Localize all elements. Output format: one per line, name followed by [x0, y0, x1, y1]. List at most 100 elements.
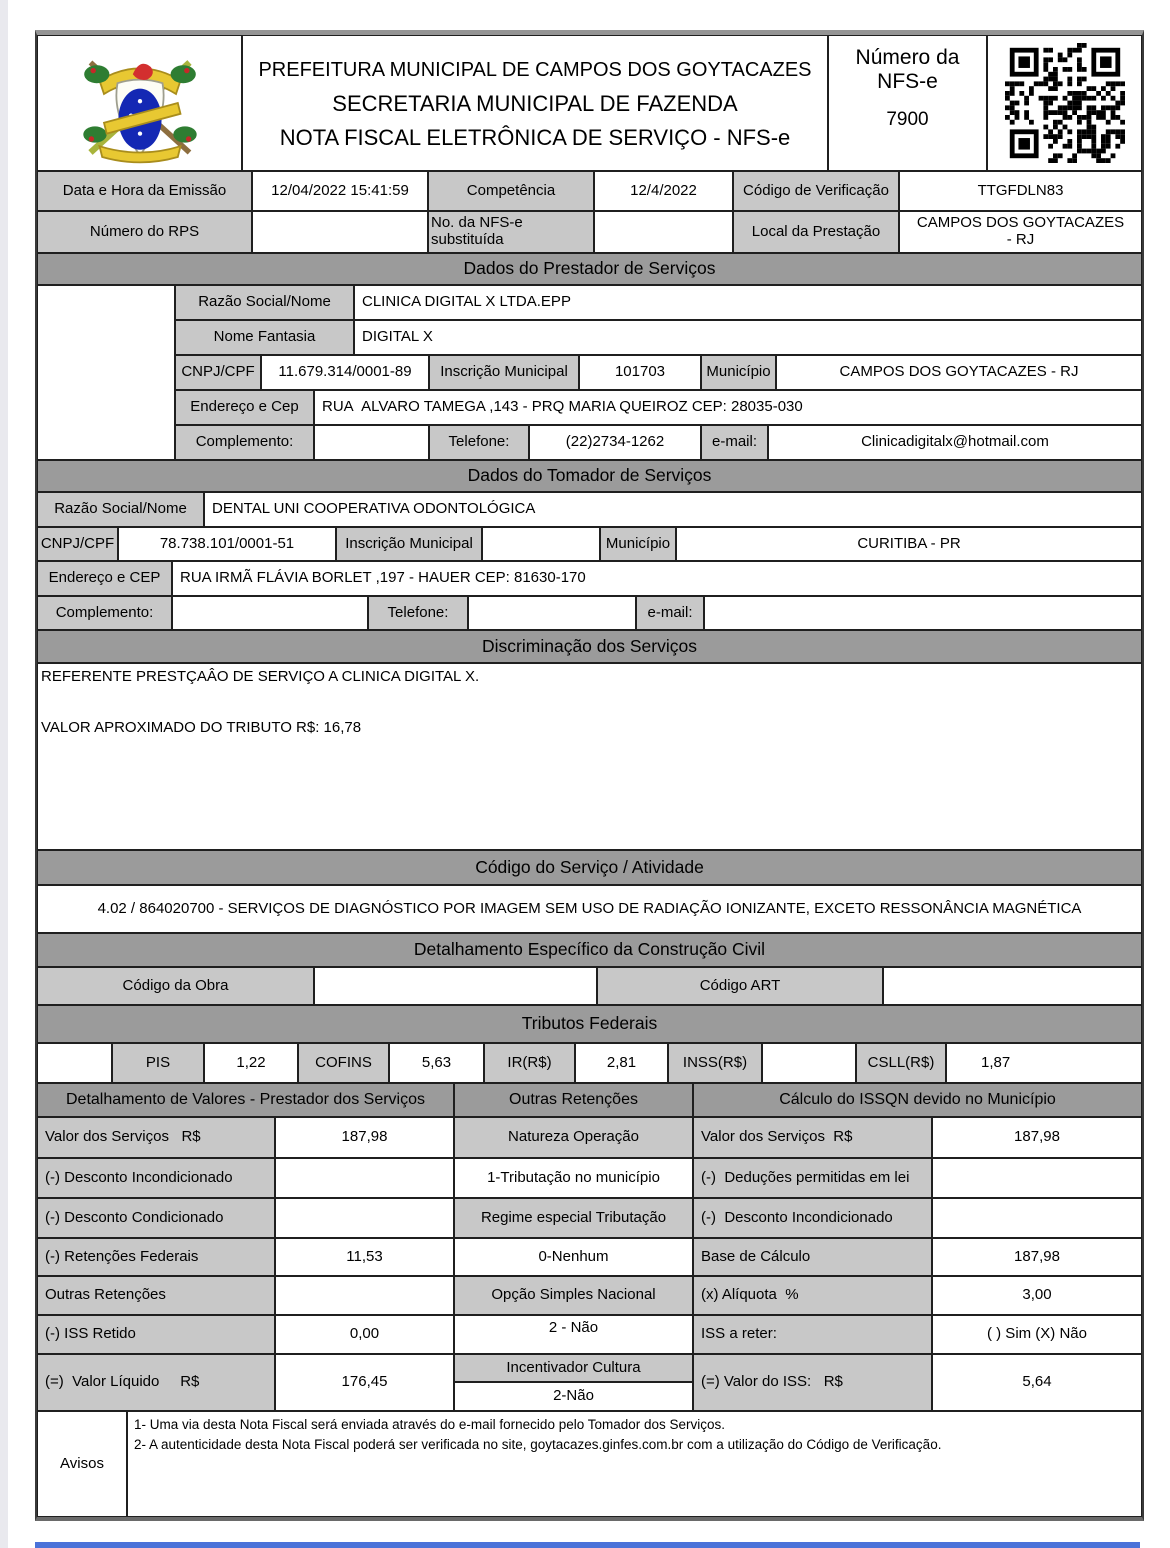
field-label-numero-rps: Número do RPS: [37, 211, 252, 253]
valores-left-values: 187,98 11,53 0,00 176,45: [275, 1117, 454, 1411]
valores-right-label: Base de Cálculo: [693, 1238, 932, 1276]
prestador-section-title: Dados do Prestador de Serviços: [37, 253, 1142, 285]
inss-label: INSS(R$): [668, 1043, 762, 1083]
invoice-document: PREFEITURA MUNICIPAL DE CAMPOS DOS GOYTA…: [35, 30, 1144, 1521]
construcao-section-title: Detalhamento Específico da Construção Ci…: [37, 933, 1142, 967]
valores-middle-header: Outras Retenções: [454, 1083, 693, 1117]
valores-left-value: [275, 1158, 454, 1198]
document-type-title: NOTA FISCAL ELETRÔNICA DE SERVIÇO - NFS-…: [279, 125, 791, 151]
header-title-block: PREFEITURA MUNICIPAL DE CAMPOS DOS GOYTA…: [242, 35, 828, 171]
codigo-servico-value: 4.02 / 864020700 - SERVIÇOS DE DIAGNÓSTI…: [37, 885, 1142, 933]
pis-value: 1,22: [204, 1043, 298, 1083]
discriminacao-section-header-row: Discriminação dos Serviços: [37, 630, 1142, 663]
tomador-section-title: Dados do Tomador de Serviços: [37, 460, 1142, 492]
field-value-nfse-substituida: [594, 211, 733, 253]
tomador-endereco-label: Endereço e CEP: [37, 561, 172, 596]
avisos-label: Avisos: [37, 1411, 127, 1517]
tomador-razao-value: DENTAL UNI COOPERATIVA ODONTOLÓGICA: [204, 492, 1142, 527]
valores-left-value: 187,98: [275, 1117, 454, 1158]
valores-left-label: (-) Desconto Incondicionado: [37, 1158, 275, 1198]
construcao-row: Código da Obra Código ART: [37, 967, 1142, 1005]
regime-especial-cell: Regime especial Tributação: [454, 1198, 693, 1238]
prestador-razao-label: Razão Social/Nome: [175, 285, 354, 320]
tomador-row-4: Complemento: Telefone: e-mail:: [37, 596, 1142, 630]
prestador-logo-placeholder: [37, 285, 175, 460]
codigo-art-value: [883, 967, 1142, 1005]
tomador-cnpj-value: 78.738.101/0001-51: [118, 527, 336, 561]
nfse-number-cell: Número da NFS-e 7900: [828, 35, 987, 171]
valores-left-labels: Valor dos Serviços R$ (-) Desconto Incon…: [37, 1117, 275, 1411]
prestador-cnpj-value: 11.679.314/0001-89: [261, 355, 429, 390]
prestador-email-label: e-mail:: [701, 425, 768, 460]
codigo-obra-label: Código da Obra: [37, 967, 314, 1005]
cultura-nao-cell: 2-Não: [454, 1382, 693, 1411]
prestador-complemento-label: Complemento:: [175, 425, 314, 460]
tomador-municipio-value: CURITIBA - PR: [676, 527, 1142, 561]
tomador-email-value: [704, 596, 1142, 630]
cofins-value: 5,63: [389, 1043, 484, 1083]
emission-row-2: Número do RPS No. da NFS-e substituída L…: [37, 211, 1142, 253]
valores-left-value: [275, 1276, 454, 1315]
prestador-municipio-label: Município: [701, 355, 776, 390]
tomador-endereco-value: RUA IRMÃ FLÁVIA BORLET ,197 - HAUER CEP:…: [172, 561, 1142, 596]
valores-right-value: 187,98: [932, 1238, 1142, 1276]
regime-nenhum-cell: 0-Nenhum: [454, 1238, 693, 1276]
prestador-fantasia-value: DIGITAL X: [354, 320, 1142, 355]
valores-left-value: [275, 1198, 454, 1238]
prestador-endereco-value: RUA ALVARO TAMEGA ,143 - PRQ MARIA QUEIR…: [314, 390, 1142, 425]
construcao-section-header-row: Detalhamento Específico da Construção Ci…: [37, 933, 1142, 967]
valores-right-value: [932, 1198, 1142, 1238]
avisos-line-1: 1- Uma via desta Nota Fiscal será enviad…: [134, 1417, 726, 1432]
codigo-art-label: Código ART: [597, 967, 883, 1005]
opcao-simples-cell: Opção Simples Nacional: [454, 1276, 693, 1315]
valores-right-value: 3,00: [932, 1276, 1142, 1315]
csll-label: CSLL(R$): [856, 1043, 946, 1083]
valores-right-label: Valor dos Serviços R$: [693, 1117, 932, 1158]
tributos-section-title: Tributos Federais: [37, 1005, 1142, 1043]
field-value-numero-rps: [252, 211, 428, 253]
valores-right-label: ISS a reter:: [693, 1315, 932, 1354]
tomador-email-label: e-mail:: [636, 596, 704, 630]
tributos-lead-cell: [37, 1043, 112, 1083]
tomador-section-header-row: Dados do Tomador de Serviços: [37, 460, 1142, 492]
tomador-telefone-value: [468, 596, 636, 630]
ir-label: IR(R$): [484, 1043, 575, 1083]
tomador-inscricao-value: [482, 527, 600, 561]
avisos-line-2: 2- A autenticidade desta Nota Fiscal pod…: [134, 1436, 942, 1452]
tomador-row-3: Endereço e CEP RUA IRMÃ FLÁVIA BORLET ,1…: [37, 561, 1142, 596]
incentivador-cultura-cell: Incentivador Cultura: [454, 1354, 693, 1382]
avisos-block: Avisos 1- Uma via desta Nota Fiscal será…: [37, 1411, 1142, 1517]
cofins-label: COFINS: [298, 1043, 389, 1083]
valores-left-label: Outras Retenções: [37, 1276, 275, 1315]
valores-right-value: ( ) Sim (X) Não: [932, 1315, 1142, 1354]
tributos-row: PIS 1,22 COFINS 5,63 IR(R$) 2,81 INSS(R$…: [37, 1043, 1142, 1083]
valores-right-label: (x) Alíquota %: [693, 1276, 932, 1315]
valores-left-label: (-) Retenções Federais: [37, 1238, 275, 1276]
prestador-email-value: Clinicadigitalx@hotmail.com: [768, 425, 1142, 460]
prestador-cnpj-label: CNPJ/CPF: [175, 355, 261, 390]
footer-accent-bar: [35, 1542, 1140, 1548]
tomador-cnpj-label: CNPJ/CPF: [37, 527, 118, 561]
secretaria-title: SECRETARIA MUNICIPAL DE FAZENDA: [332, 90, 738, 116]
valores-left-value: 176,45: [275, 1354, 454, 1411]
prefeitura-title: PREFEITURA MUNICIPAL DE CAMPOS DOS GOYTA…: [258, 59, 812, 82]
field-label-local-prestacao: Local da Prestação: [733, 211, 899, 253]
valores-body: Valor dos Serviços R$ (-) Desconto Incon…: [37, 1117, 1142, 1411]
tributos-section-header-row: Tributos Federais: [37, 1005, 1142, 1043]
nfse-number-value: 7900: [886, 109, 929, 131]
valores-left-label: (-) ISS Retido: [37, 1315, 275, 1354]
field-value-codigo-verificacao: TTGFDLN83: [899, 171, 1142, 211]
prestador-endereco-label: Endereço e Cep: [175, 390, 314, 425]
discriminacao-line-1: REFERENTE PRESTÇAÂO DE SERVIÇO A CLINICA…: [41, 668, 480, 685]
field-value-data-emissao: 12/04/2022 15:41:59: [252, 171, 428, 211]
simples-nao-cell: 2 - Não: [454, 1315, 693, 1354]
tomador-row-2: CNPJ/CPF 78.738.101/0001-51 Inscrição Mu…: [37, 527, 1142, 561]
tomador-inscricao-label: Inscrição Municipal: [336, 527, 482, 561]
prestador-complemento-value: [314, 425, 429, 460]
tomador-telefone-label: Telefone:: [368, 596, 468, 630]
prestador-inscricao-value: 101703: [579, 355, 701, 390]
qr-cell: [987, 35, 1142, 171]
field-value-local-prestacao: CAMPOS DOS GOYTACAZES - RJ: [899, 211, 1142, 253]
discriminacao-body: REFERENTE PRESTÇAÂO DE SERVIÇO A CLINICA…: [37, 663, 1142, 850]
valores-left-value: 11,53: [275, 1238, 454, 1276]
